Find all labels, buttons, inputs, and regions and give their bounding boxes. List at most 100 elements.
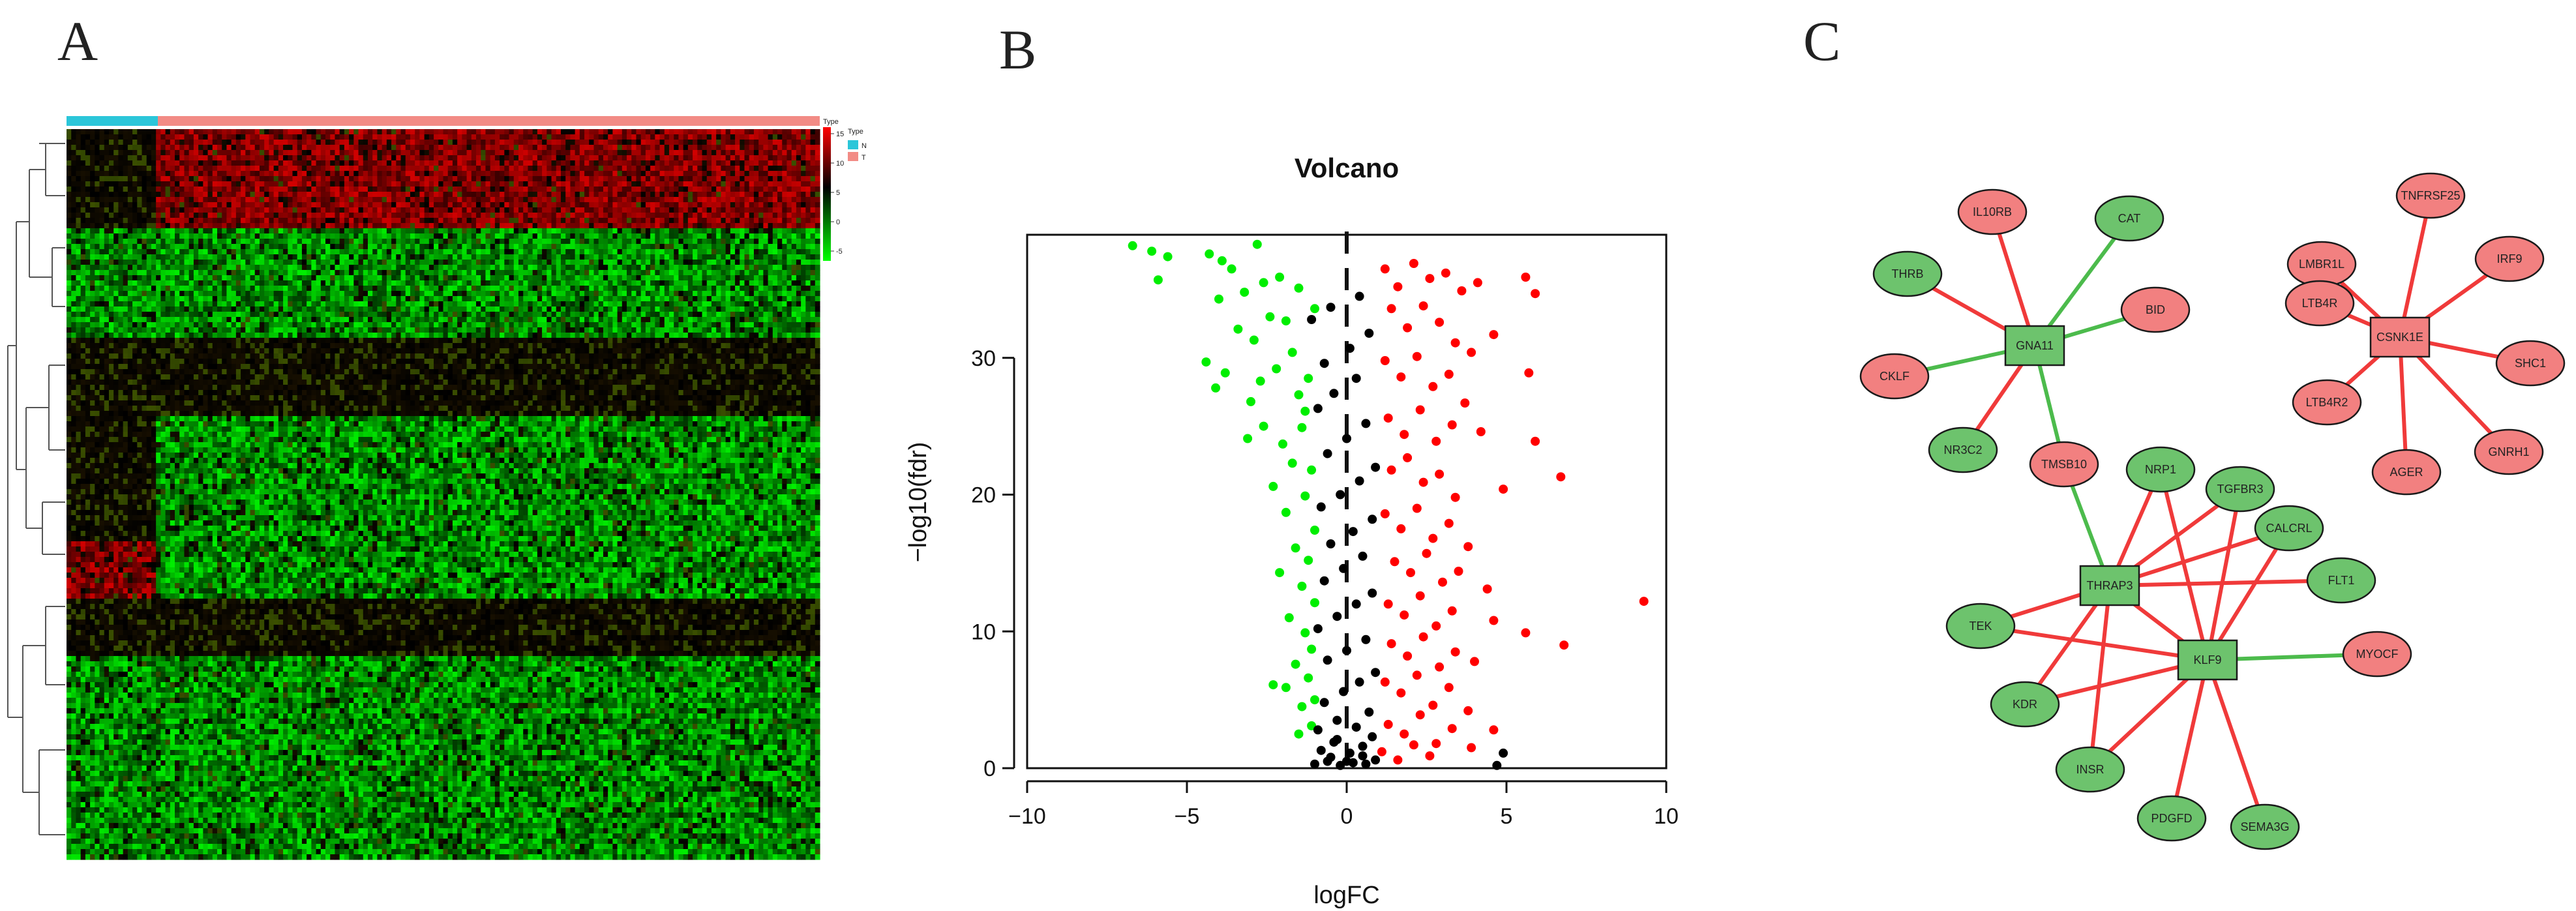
heatmap-cell [151, 270, 157, 276]
heatmap-cell [523, 150, 529, 156]
heatmap-cell [391, 187, 397, 192]
heatmap-cell [160, 166, 166, 172]
heatmap-cell [627, 260, 632, 265]
heatmap-cell [297, 140, 303, 145]
heatmap-cell [193, 134, 199, 140]
heatmap-cell [693, 260, 698, 265]
heatmap-cell [85, 192, 91, 198]
heatmap-cell [612, 223, 618, 229]
heatmap-cell [212, 176, 218, 182]
heatmap-cell [382, 140, 387, 145]
heatmap-cell [151, 244, 157, 250]
heatmap-cell [716, 202, 722, 208]
heatmap-cell [796, 244, 801, 250]
heatmap-cell [513, 129, 519, 135]
heatmap-cell [645, 202, 651, 208]
heatmap-cell [791, 150, 797, 156]
heatmap-cell [217, 239, 222, 245]
heatmap-cell [118, 192, 124, 198]
heatmap-cell [254, 129, 260, 135]
heatmap-cell [160, 202, 166, 208]
heatmap-cell [179, 171, 185, 177]
heatmap-cell [226, 207, 232, 213]
heatmap-cell [786, 207, 792, 213]
heatmap-cell [320, 249, 326, 255]
heatmap-cell [292, 265, 298, 271]
heatmap-cell [523, 202, 529, 208]
heatmap-cell [481, 176, 487, 182]
heatmap-cell [104, 129, 110, 135]
heatmap-cell [396, 213, 402, 218]
heatmap-cell [372, 233, 378, 239]
heatmap-cell [702, 155, 708, 161]
heatmap-cell [570, 275, 576, 281]
heatmap-cell [113, 280, 119, 286]
heatmap-cell [579, 150, 585, 156]
heatmap-cell [532, 213, 538, 218]
heatmap-cell [697, 171, 703, 177]
heatmap-cell [481, 197, 487, 203]
heatmap-cell [76, 223, 82, 229]
heatmap-cell [368, 260, 373, 265]
heatmap-cell [669, 176, 674, 182]
heatmap-cell [645, 197, 651, 203]
heatmap-cell [693, 197, 698, 203]
heatmap-cell [434, 160, 439, 166]
heatmap-cell [452, 207, 458, 213]
heatmap-cell [222, 249, 228, 255]
heatmap-cell [721, 140, 726, 145]
heatmap-cell [603, 218, 608, 224]
heatmap-cell [528, 145, 533, 151]
heatmap-cell [203, 286, 209, 291]
heatmap-cell [410, 197, 415, 203]
heatmap-cell [156, 286, 161, 291]
heatmap-cell [264, 254, 270, 260]
heatmap-cell [245, 244, 251, 250]
heatmap-cell [782, 286, 788, 291]
heatmap-cell [278, 197, 284, 203]
heatmap-cell [113, 244, 119, 250]
heatmap-cell [617, 260, 623, 265]
heatmap-cell [212, 249, 218, 255]
heatmap-cell [67, 181, 72, 187]
heatmap-cell [584, 207, 590, 213]
heatmap-cell [320, 187, 326, 192]
heatmap-cell [377, 207, 383, 213]
heatmap-cell [655, 244, 661, 250]
heatmap-cell [636, 228, 642, 234]
heatmap-cell [179, 213, 185, 218]
heatmap-cell [730, 244, 736, 250]
heatmap-cell [108, 223, 114, 229]
heatmap-cell [269, 134, 275, 140]
heatmap-cell [782, 275, 788, 281]
heatmap-cell [452, 254, 458, 260]
heatmap-cell [400, 134, 406, 140]
heatmap-cell [457, 286, 462, 291]
heatmap-cell [325, 275, 331, 281]
heatmap-cell [466, 249, 472, 255]
heatmap-cell [353, 192, 359, 198]
heatmap-cell [391, 202, 397, 208]
heatmap-cell [693, 134, 698, 140]
heatmap-cell [273, 239, 279, 245]
heatmap-cell [424, 171, 430, 177]
heatmap-cell [636, 176, 642, 182]
heatmap-cell [740, 150, 745, 156]
heatmap-cell [67, 270, 72, 276]
heatmap-cell [203, 150, 209, 156]
heatmap-cell [612, 280, 618, 286]
heatmap-cell [796, 270, 801, 276]
heatmap-cell [791, 145, 797, 151]
heatmap-cell [753, 265, 759, 271]
heatmap-cell [801, 207, 806, 213]
heatmap-cell [786, 197, 792, 203]
heatmap-cell [349, 213, 354, 218]
heatmap-cell [575, 155, 580, 161]
heatmap-cell [796, 129, 801, 135]
heatmap-cell [655, 187, 661, 192]
heatmap-cell [608, 280, 613, 286]
heatmap-cell [697, 286, 703, 291]
heatmap-cell [146, 218, 152, 224]
heatmap-cell [740, 244, 745, 250]
